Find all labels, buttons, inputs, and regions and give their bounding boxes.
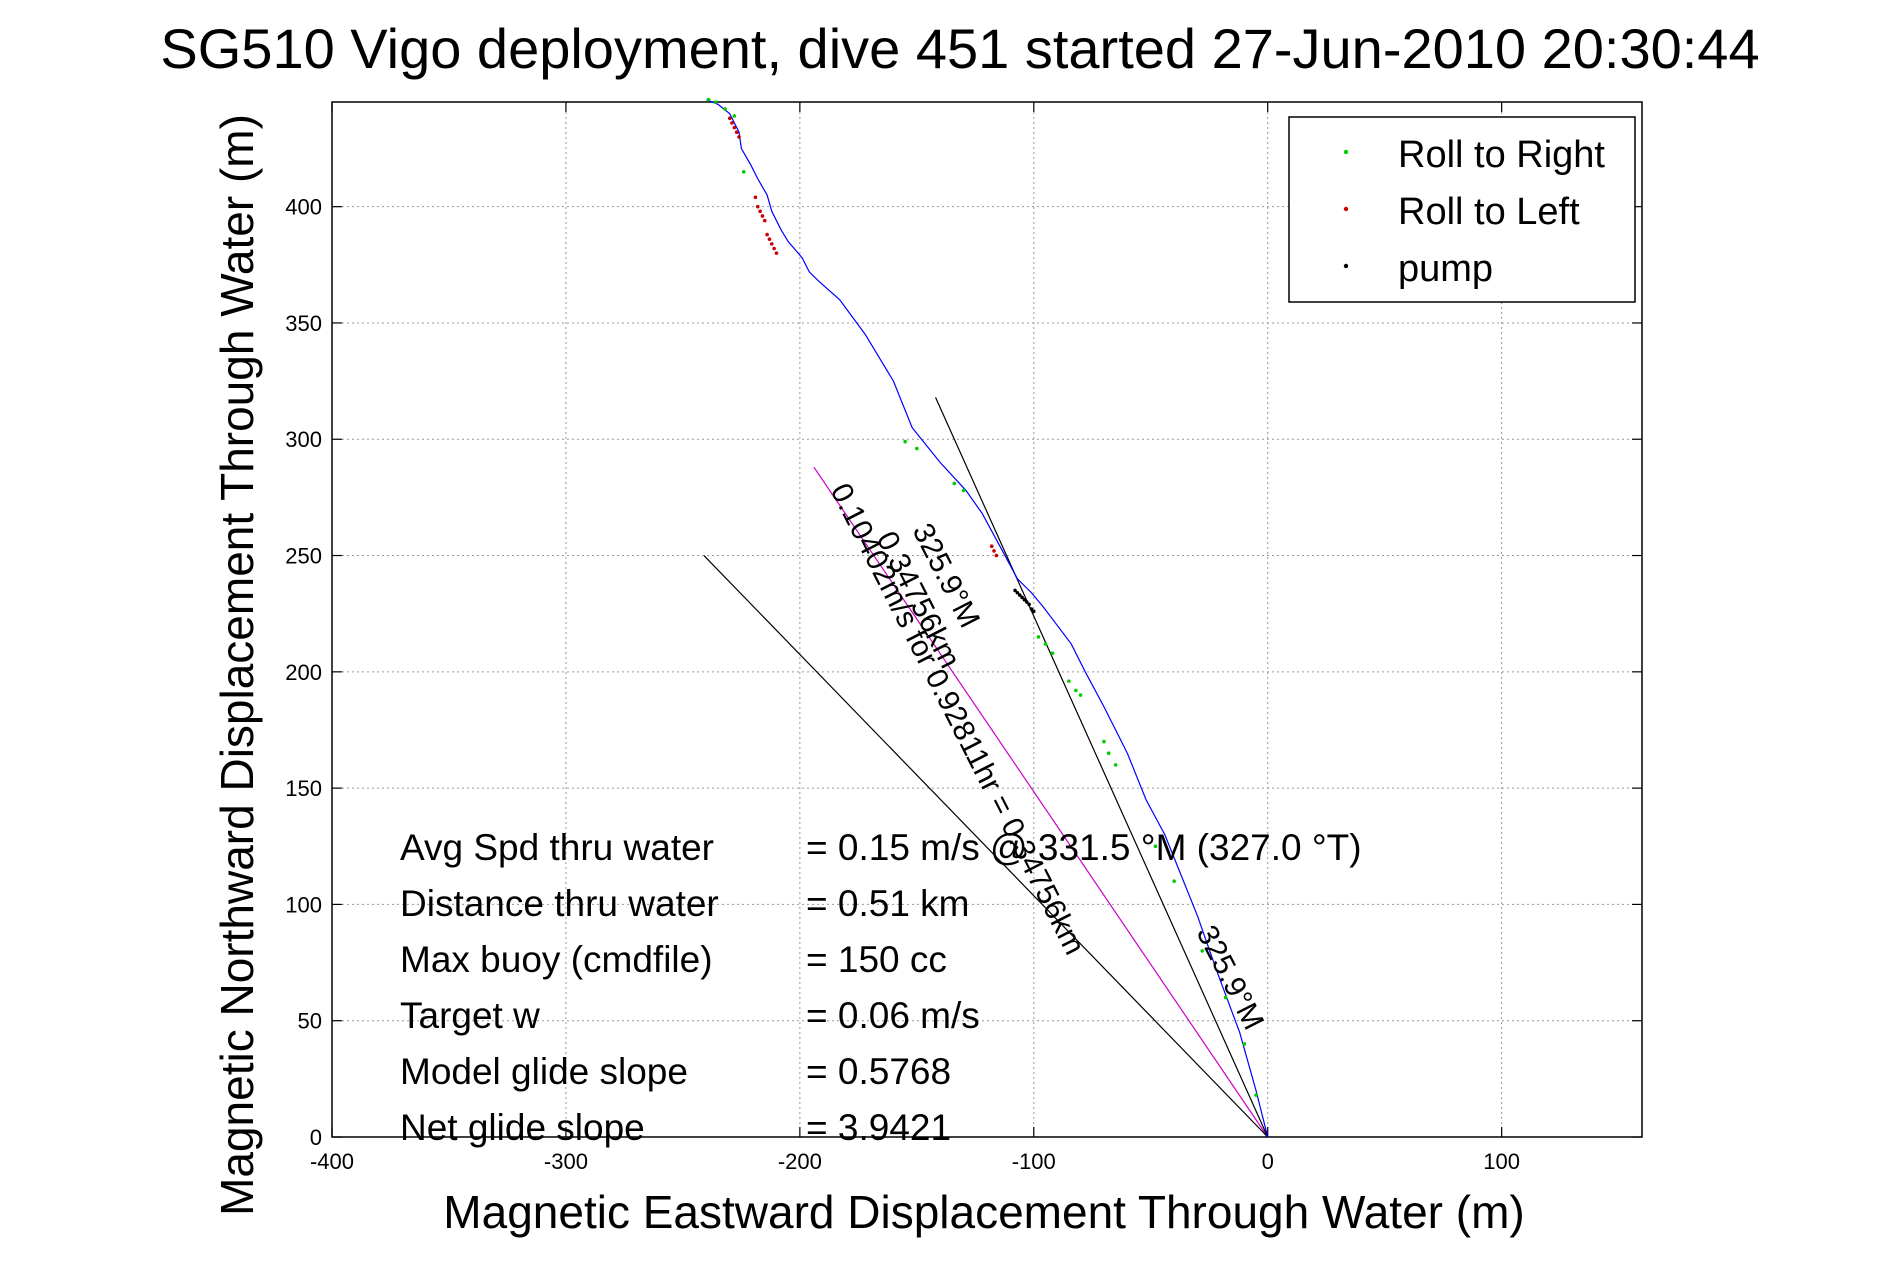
stat-label-max-buoy: Max buoy (cmdfile) xyxy=(400,939,713,980)
roll-to-right-point xyxy=(713,100,718,104)
x-tick-label: -300 xyxy=(544,1149,588,1174)
roll-to-right-point xyxy=(1153,844,1158,849)
roll-to-left-point xyxy=(767,237,772,242)
plot-frame xyxy=(331,101,1643,1138)
pump-point xyxy=(1029,607,1034,611)
stat-value-avg-speed: = 0.15 m/s @ 331.5 °M (327.0 °T) xyxy=(806,827,1362,868)
x-tick-label: 100 xyxy=(1483,1149,1520,1174)
stat-label-target-w: Target w xyxy=(400,995,540,1036)
reference-line-2 xyxy=(703,555,1269,1138)
roll-to-left-point xyxy=(989,544,994,549)
stat-label-distance: Distance thru water xyxy=(400,883,719,924)
y-tick-label: 200 xyxy=(285,660,322,685)
stat-label-avg-speed: Avg Spd thru water xyxy=(400,827,714,868)
pump-point xyxy=(1020,595,1024,600)
roll-to-left-point xyxy=(727,116,732,121)
legend-label-pump: pump xyxy=(1398,248,1493,290)
pump-point xyxy=(1027,602,1031,607)
stat-value-distance: = 0.51 km xyxy=(806,883,970,924)
legend-marker-pump xyxy=(1343,263,1349,269)
legend: Roll to Right Roll to Left pump xyxy=(1288,116,1636,303)
roll-to-right-point xyxy=(1223,995,1228,1000)
stat-value-model-glide: = 0.5768 xyxy=(806,1051,951,1092)
roll-to-left-point xyxy=(755,204,760,209)
roll-to-left-point xyxy=(765,232,769,237)
x-tick-label: 0 xyxy=(1262,1149,1274,1174)
y-tick-label: 100 xyxy=(285,892,322,917)
y-tick-label: 0 xyxy=(310,1125,322,1150)
stat-label-net-glide: Net glide slope xyxy=(400,1107,645,1148)
roll-to-left-point xyxy=(769,242,774,246)
roll-to-right-point xyxy=(723,107,727,111)
legend-label-roll-right: Roll to Right xyxy=(1398,134,1605,176)
roll-to-right-point xyxy=(1078,693,1083,697)
roll-to-right-point xyxy=(1200,949,1205,953)
legend-marker-roll-left xyxy=(1343,206,1349,212)
legend-marker-roll-right xyxy=(1343,149,1349,155)
x-tick-label: -100 xyxy=(1012,1149,1056,1174)
roll-to-left-point xyxy=(762,218,767,223)
pump-point xyxy=(1031,609,1036,614)
pump-point xyxy=(1015,590,1020,595)
roll-to-left-point xyxy=(772,246,776,251)
roll-to-left-point xyxy=(734,130,739,135)
roll-to-right-point xyxy=(1254,1093,1258,1097)
roll-to-left-point xyxy=(774,251,779,255)
x-axis-label: Magnetic Eastward Displacement Through W… xyxy=(443,1186,1524,1238)
stat-value-net-glide: = 3.9421 xyxy=(806,1107,951,1148)
y-axis-label: Magnetic Northward Displacement Through … xyxy=(211,114,263,1216)
roll-to-left-point xyxy=(753,195,758,200)
roll-to-right-point xyxy=(1043,642,1048,646)
pump-point xyxy=(1024,600,1029,604)
roll-to-right-point xyxy=(1036,635,1041,639)
roll-to-right-point xyxy=(1172,879,1176,883)
roll-to-right-point xyxy=(732,114,737,118)
roll-to-right-point xyxy=(915,446,919,451)
roll-to-right-point xyxy=(1067,679,1071,683)
roll-to-left-point xyxy=(994,553,999,558)
x-tick-label: -400 xyxy=(310,1149,354,1174)
y-tick-label: 350 xyxy=(285,311,322,336)
roll-to-left-point xyxy=(737,135,741,139)
chart-title: SG510 Vigo deployment, dive 451 started … xyxy=(160,17,1759,80)
roll-to-right-point xyxy=(1074,688,1078,693)
roll-to-right-point xyxy=(1242,1042,1247,1046)
model-line-0 xyxy=(813,466,1269,1138)
roll-to-left-point xyxy=(758,209,762,214)
legend-label-roll-left: Roll to Left xyxy=(1398,191,1580,233)
y-tick-label: 300 xyxy=(285,427,322,452)
stat-label-model-glide: Model glide slope xyxy=(400,1051,688,1092)
axis-ticks: -400 -300 -200 -100 0 100 0 50 100 150 200 250 300 35… xyxy=(285,102,1642,1174)
roll-to-left-point xyxy=(732,125,737,130)
data-series xyxy=(706,97,1269,1138)
track-line xyxy=(706,99,1269,1138)
roll-to-left-point xyxy=(730,121,734,125)
roll-to-right-point xyxy=(1050,651,1055,656)
x-tick-label: -200 xyxy=(778,1149,822,1174)
stat-value-target-w: = 0.06 m/s xyxy=(806,995,980,1036)
pump-point xyxy=(1013,588,1017,593)
roll-to-right-point xyxy=(741,169,746,174)
reference-line-1 xyxy=(934,397,1269,1138)
y-tick-label: 150 xyxy=(285,776,322,801)
roll-to-right-point xyxy=(952,481,957,486)
stat-value-max-buoy: = 150 cc xyxy=(806,939,947,980)
roll-to-left-point xyxy=(760,214,765,218)
reference-lines xyxy=(703,397,1269,1138)
roll-to-right-point xyxy=(706,97,711,102)
roll-to-right-point xyxy=(1106,751,1111,756)
stats-block: Avg Spd thru water = 0.15 m/s @ 331.5 °M… xyxy=(400,827,1362,1148)
roll-to-right-point xyxy=(903,439,907,444)
pump-point xyxy=(1017,593,1022,597)
pump-point xyxy=(1022,597,1027,602)
roll-to-right-point xyxy=(961,488,966,493)
y-tick-label: 400 xyxy=(285,195,322,220)
y-tick-label: 250 xyxy=(285,544,322,569)
y-tick-label: 50 xyxy=(298,1009,322,1034)
roll-to-right-point xyxy=(1102,739,1106,744)
roll-to-left-point xyxy=(992,549,996,553)
roll-to-right-point xyxy=(1113,763,1118,767)
